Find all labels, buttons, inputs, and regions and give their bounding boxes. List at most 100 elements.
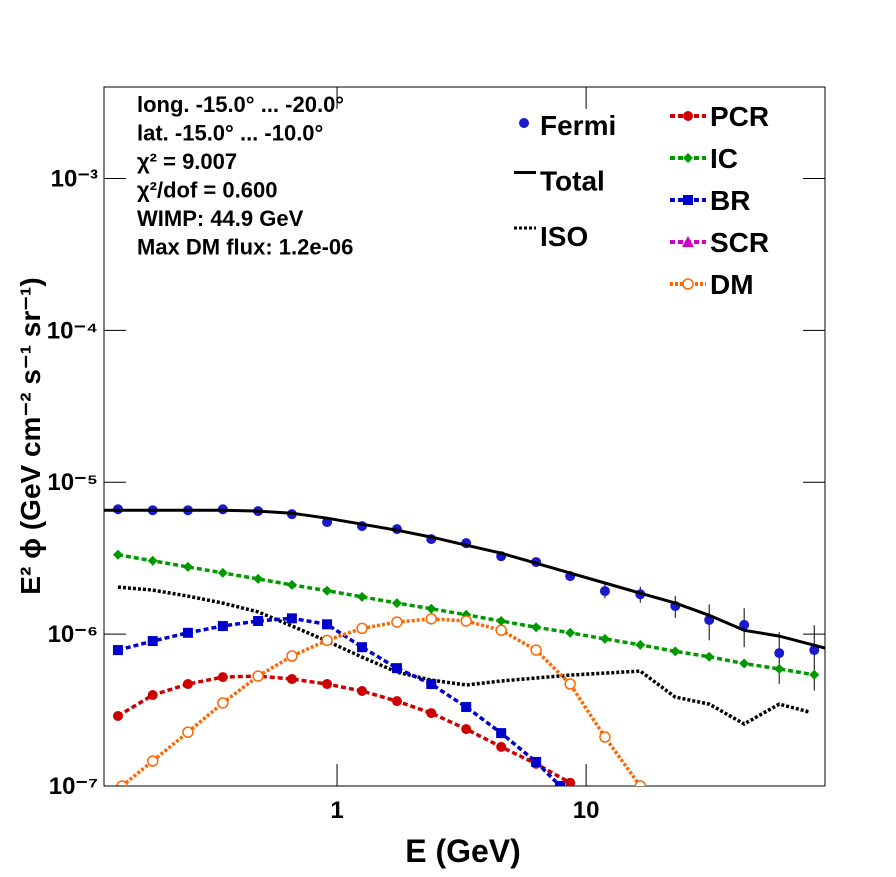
marker xyxy=(391,696,402,707)
marker xyxy=(217,672,228,683)
y-tick-label: 10⁻⁵ xyxy=(47,469,98,496)
marker xyxy=(704,651,715,662)
annotation: χ²/dof = 0.600 xyxy=(137,178,277,203)
marker xyxy=(217,567,228,578)
legend-marker xyxy=(519,118,529,128)
legend-marker xyxy=(683,153,693,163)
marker xyxy=(322,679,333,690)
marker xyxy=(286,650,298,662)
marker xyxy=(321,634,333,647)
marker xyxy=(357,591,368,602)
legend-label: ISO xyxy=(540,221,588,252)
marker xyxy=(774,663,785,674)
series-line xyxy=(117,674,572,785)
marker xyxy=(356,622,368,635)
marker xyxy=(565,777,576,786)
marker xyxy=(599,633,610,644)
marker xyxy=(426,679,437,690)
marker xyxy=(426,708,437,719)
legend-label: SCR xyxy=(710,227,769,258)
marker xyxy=(555,781,566,786)
marker xyxy=(426,603,437,614)
marker xyxy=(461,724,472,735)
marker xyxy=(461,702,472,713)
marker xyxy=(391,598,402,609)
plot-frame xyxy=(103,86,826,787)
annotation: lat. -15.0° ... -10.0° xyxy=(137,121,323,146)
marker xyxy=(809,645,820,656)
marker xyxy=(496,728,507,739)
marker xyxy=(531,622,542,633)
marker xyxy=(147,636,158,647)
marker xyxy=(182,561,193,572)
x-axis-label: E (GeV) xyxy=(405,833,521,869)
series-line xyxy=(117,585,810,727)
marker xyxy=(634,780,647,786)
marker xyxy=(322,585,333,596)
marker xyxy=(599,731,611,743)
legend-label: DM xyxy=(710,269,754,300)
marker xyxy=(460,615,472,627)
annotation: long. -15.0° ... -20.0° xyxy=(137,92,344,117)
marker xyxy=(112,645,123,656)
marker xyxy=(599,586,610,597)
marker xyxy=(112,549,123,560)
marker xyxy=(286,579,297,590)
annotation: χ² = 9.007 xyxy=(137,149,237,174)
marker xyxy=(496,741,507,752)
marker xyxy=(147,555,158,566)
y-tick-label: 10⁻⁷ xyxy=(49,773,98,800)
marker xyxy=(774,648,785,659)
marker xyxy=(357,642,368,653)
marker xyxy=(116,780,128,786)
marker xyxy=(286,613,297,624)
y-tick-label: 10⁻⁶ xyxy=(48,621,98,648)
marker xyxy=(496,615,507,626)
marker xyxy=(531,756,542,767)
legend-marker xyxy=(682,236,694,247)
marker xyxy=(635,639,646,650)
marker xyxy=(253,615,264,626)
x-tick-label: 1 xyxy=(330,797,343,824)
legend-label: IC xyxy=(710,143,738,174)
y-tick-label: 10⁻³ xyxy=(51,165,98,192)
marker xyxy=(739,658,750,669)
annotation: WIMP: 44.9 GeV xyxy=(137,206,304,231)
plot-area xyxy=(104,504,825,786)
marker xyxy=(322,619,333,630)
marker xyxy=(425,613,438,625)
marker xyxy=(217,621,228,632)
marker xyxy=(357,686,368,697)
marker xyxy=(809,669,820,680)
marker xyxy=(252,670,264,682)
legend-label: BR xyxy=(710,185,750,216)
marker xyxy=(530,644,542,656)
x-tick-label: 10 xyxy=(573,797,600,824)
marker xyxy=(670,646,681,657)
marker xyxy=(217,697,229,709)
marker xyxy=(112,710,123,721)
marker xyxy=(739,619,750,630)
marker xyxy=(182,627,193,638)
legend-label: Fermi xyxy=(540,110,616,141)
marker xyxy=(495,624,507,637)
legend-label: PCR xyxy=(710,101,769,132)
marker xyxy=(146,755,159,767)
marker xyxy=(253,573,264,584)
marker xyxy=(147,690,158,701)
marker xyxy=(391,663,402,674)
series-line xyxy=(104,508,825,650)
legend-marker xyxy=(683,111,693,121)
marker xyxy=(182,679,193,690)
y-axis-label: E² ϕ (GeV cm⁻² s⁻¹ sr⁻¹) xyxy=(15,277,46,594)
marker xyxy=(286,674,297,685)
legend-marker xyxy=(683,195,693,205)
marker xyxy=(182,726,194,738)
series-line xyxy=(120,617,642,786)
marker xyxy=(564,678,576,690)
marker xyxy=(565,627,576,638)
legend-label: Total xyxy=(540,166,605,197)
legend-marker xyxy=(682,278,694,290)
